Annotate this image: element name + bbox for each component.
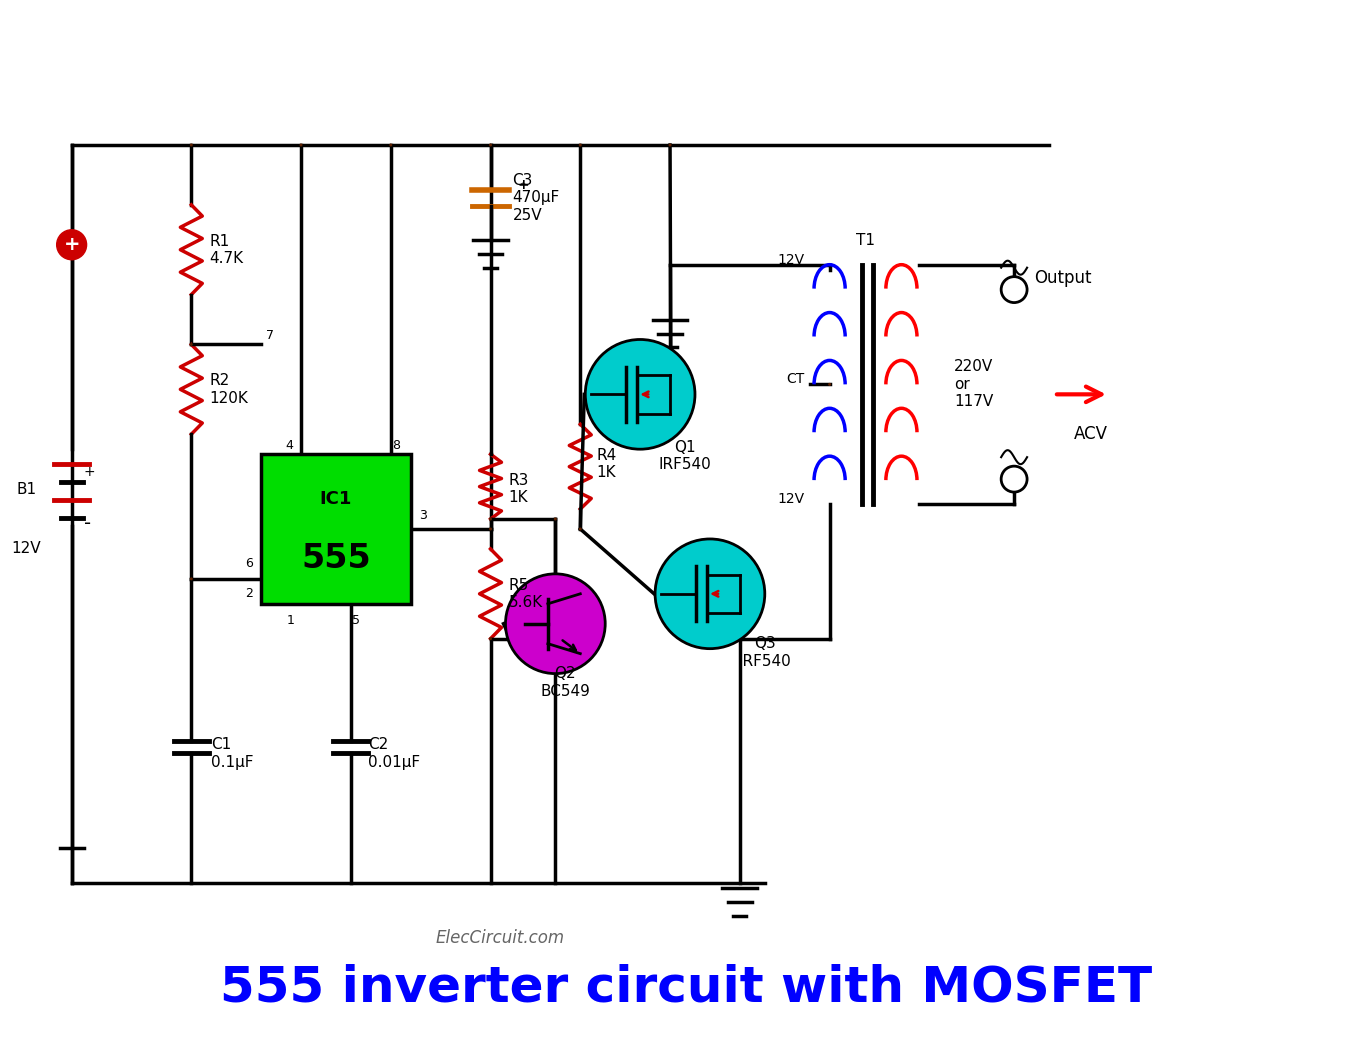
Text: B1: B1 bbox=[16, 481, 37, 497]
Text: R1
4.7K: R1 4.7K bbox=[210, 234, 243, 266]
Text: R5
5.6K: R5 5.6K bbox=[509, 577, 543, 610]
FancyBboxPatch shape bbox=[261, 454, 410, 603]
Text: R2
120K: R2 120K bbox=[210, 373, 248, 405]
Text: 12V: 12V bbox=[778, 492, 805, 506]
Text: 220V
or
117V: 220V or 117V bbox=[955, 359, 993, 409]
Circle shape bbox=[654, 539, 764, 648]
Text: 6: 6 bbox=[246, 556, 252, 570]
Circle shape bbox=[505, 574, 605, 673]
Text: 4: 4 bbox=[285, 440, 294, 452]
Circle shape bbox=[56, 230, 86, 260]
Text: 8: 8 bbox=[392, 440, 399, 452]
Text: 12V: 12V bbox=[12, 542, 41, 556]
Text: 5: 5 bbox=[351, 614, 359, 626]
Circle shape bbox=[390, 144, 391, 146]
Text: Q2
BC549: Q2 BC549 bbox=[541, 666, 590, 698]
Circle shape bbox=[490, 638, 491, 640]
Circle shape bbox=[670, 144, 671, 146]
Text: +: + bbox=[517, 177, 530, 192]
Circle shape bbox=[829, 383, 830, 385]
Circle shape bbox=[191, 343, 192, 346]
Text: R3
1K: R3 1K bbox=[509, 473, 528, 505]
Text: 7: 7 bbox=[266, 330, 274, 342]
Text: 3: 3 bbox=[418, 509, 427, 522]
Circle shape bbox=[1002, 277, 1028, 303]
Text: 555: 555 bbox=[300, 543, 370, 575]
Circle shape bbox=[490, 518, 491, 520]
Text: R4
1K: R4 1K bbox=[597, 448, 616, 480]
Text: 555 inverter circuit with MOSFET: 555 inverter circuit with MOSFET bbox=[220, 964, 1152, 1012]
Circle shape bbox=[490, 144, 491, 146]
Text: +: + bbox=[63, 235, 80, 255]
Text: C1
0.1μF: C1 0.1μF bbox=[211, 737, 254, 769]
Text: CT: CT bbox=[786, 373, 805, 386]
Circle shape bbox=[579, 144, 582, 146]
Text: Q3
IRF540: Q3 IRF540 bbox=[738, 636, 792, 668]
Text: ElecCircuit.com: ElecCircuit.com bbox=[436, 929, 565, 947]
Circle shape bbox=[191, 144, 192, 146]
Circle shape bbox=[586, 339, 696, 449]
Text: 1: 1 bbox=[287, 614, 295, 626]
Circle shape bbox=[554, 518, 556, 520]
Circle shape bbox=[579, 528, 582, 529]
Text: 2: 2 bbox=[246, 587, 252, 600]
Text: +: + bbox=[84, 466, 95, 479]
Circle shape bbox=[300, 144, 302, 146]
Text: IC1: IC1 bbox=[320, 490, 353, 508]
Text: T1: T1 bbox=[856, 233, 875, 247]
Text: Output: Output bbox=[1034, 268, 1092, 287]
Circle shape bbox=[1002, 467, 1028, 492]
Text: Q1
IRF540: Q1 IRF540 bbox=[659, 440, 711, 472]
Text: -: - bbox=[84, 515, 91, 533]
Text: 12V: 12V bbox=[778, 253, 805, 266]
Circle shape bbox=[490, 528, 491, 529]
Text: ACV: ACV bbox=[1074, 425, 1109, 444]
Circle shape bbox=[191, 578, 192, 579]
Text: C3
470μF
25V: C3 470μF 25V bbox=[513, 173, 560, 222]
Text: C2
0.01μF: C2 0.01μF bbox=[368, 737, 420, 769]
